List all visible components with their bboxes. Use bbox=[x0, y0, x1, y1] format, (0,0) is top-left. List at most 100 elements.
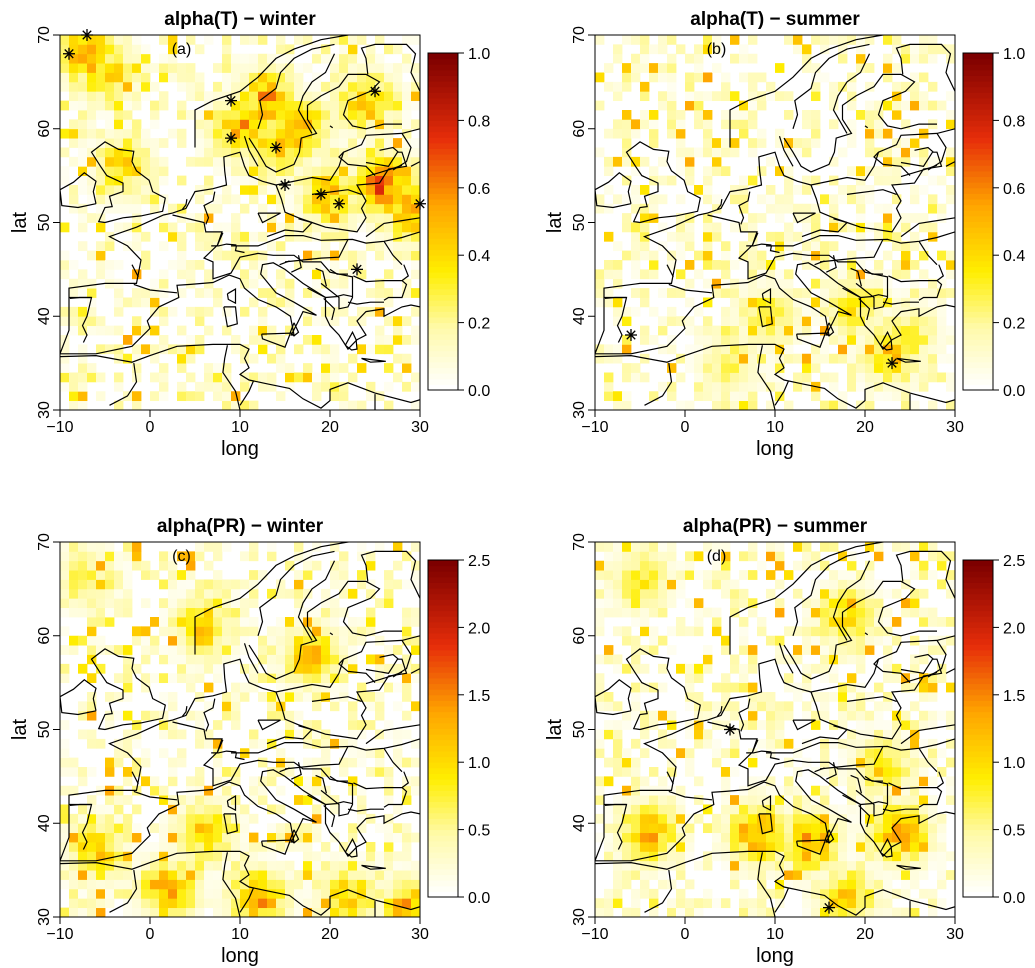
colorbar-step bbox=[963, 204, 993, 211]
heatmap-cell bbox=[357, 748, 367, 759]
heatmap-cell bbox=[595, 832, 605, 843]
heatmap-cell bbox=[123, 842, 133, 852]
heatmap-cell bbox=[159, 729, 169, 740]
heatmap-cell bbox=[901, 400, 911, 410]
heatmap-cell bbox=[240, 278, 250, 289]
heatmap-cell bbox=[892, 663, 902, 674]
heatmap-cell bbox=[285, 166, 295, 177]
heatmap-cell bbox=[946, 682, 955, 693]
heatmap-cell bbox=[721, 898, 731, 909]
heatmap-cell bbox=[348, 44, 358, 55]
heatmap-cell bbox=[384, 72, 394, 83]
heatmap-cell bbox=[937, 710, 947, 721]
coastline bbox=[60, 262, 420, 355]
heatmap-cell bbox=[105, 851, 115, 862]
heatmap-cell bbox=[631, 888, 641, 899]
heatmap-cell bbox=[739, 870, 749, 880]
map-lines bbox=[60, 35, 420, 410]
heatmap-cell bbox=[393, 851, 403, 862]
heatmap-cell bbox=[195, 588, 205, 599]
heatmap-cell bbox=[393, 203, 403, 214]
heatmap-cell bbox=[87, 645, 97, 655]
heatmap-cell bbox=[186, 607, 196, 618]
heatmap-cell bbox=[676, 353, 686, 364]
heatmap-cell bbox=[240, 692, 250, 702]
heatmap-cell bbox=[276, 100, 286, 111]
heatmap-cell bbox=[865, 222, 875, 233]
heatmap-cell bbox=[141, 185, 151, 195]
heatmap-cell bbox=[87, 44, 97, 55]
coastline bbox=[109, 363, 138, 406]
heatmap-cell bbox=[141, 635, 151, 646]
heatmap-cell bbox=[411, 269, 420, 280]
heatmap-cell bbox=[123, 767, 133, 777]
heatmap-cell bbox=[150, 635, 160, 646]
heatmap-cell bbox=[285, 588, 295, 599]
heatmap-cell bbox=[856, 35, 866, 45]
heatmap-cell bbox=[402, 63, 412, 73]
heatmap-cell bbox=[105, 542, 115, 552]
heatmap-cell bbox=[150, 673, 160, 684]
heatmap-cell bbox=[312, 729, 322, 740]
heatmap-cell bbox=[901, 879, 911, 890]
heatmap-cell bbox=[213, 542, 223, 552]
heatmap-cell bbox=[847, 617, 857, 627]
heatmap-cell bbox=[937, 44, 947, 55]
heatmap-cell bbox=[613, 842, 623, 852]
heatmap-cell bbox=[829, 645, 839, 655]
heatmap-cell bbox=[748, 654, 758, 665]
heatmap-cell bbox=[186, 710, 196, 721]
heatmap-cell bbox=[838, 598, 848, 609]
heatmap-cell bbox=[213, 91, 223, 102]
heatmap-cell bbox=[168, 222, 178, 233]
heatmap-cell bbox=[303, 663, 313, 674]
heatmap-cell bbox=[685, 278, 695, 289]
heatmap-cell bbox=[249, 579, 259, 590]
heatmap-cell bbox=[177, 138, 187, 148]
heatmap-cell bbox=[393, 288, 403, 298]
heatmap-cell bbox=[838, 635, 848, 646]
heatmap-cell bbox=[631, 156, 641, 167]
heatmap-cell bbox=[114, 203, 124, 214]
heatmap-cell bbox=[348, 626, 358, 637]
heatmap-cell bbox=[96, 898, 106, 909]
heatmap-cell bbox=[622, 81, 632, 92]
heatmap-cell bbox=[114, 748, 124, 759]
heatmap-cell bbox=[613, 551, 623, 562]
coastline bbox=[644, 363, 673, 406]
heatmap-cell bbox=[901, 598, 911, 609]
heatmap-cell bbox=[739, 570, 749, 580]
heatmap-cell bbox=[357, 363, 367, 373]
colorbar-step bbox=[428, 277, 458, 284]
heatmap-cell bbox=[177, 673, 187, 684]
heatmap-cell bbox=[658, 607, 668, 618]
heatmap-cell bbox=[114, 710, 124, 721]
heatmap-cell bbox=[267, 353, 277, 364]
heatmap-cell bbox=[177, 100, 187, 111]
heatmap-cell bbox=[87, 907, 97, 917]
heatmap-cell bbox=[865, 560, 875, 571]
heatmap-cell bbox=[402, 316, 412, 327]
heatmap-cell bbox=[694, 795, 704, 805]
heatmap-cell bbox=[177, 729, 187, 740]
heatmap-cell bbox=[330, 269, 340, 280]
heatmap-cell bbox=[69, 879, 79, 890]
heatmap-cell bbox=[96, 63, 106, 73]
heatmap-cell bbox=[703, 898, 713, 909]
heatmap-cell bbox=[87, 110, 97, 120]
heatmap-cell bbox=[213, 767, 223, 777]
heatmap-cell bbox=[78, 278, 88, 289]
heatmap-cell bbox=[204, 701, 214, 712]
heatmap-cell bbox=[132, 907, 142, 917]
heatmap-cell bbox=[402, 175, 412, 186]
heatmap-cell bbox=[114, 35, 124, 45]
coastline bbox=[595, 128, 955, 355]
heatmap-cell bbox=[919, 738, 929, 749]
heatmap-cell bbox=[123, 72, 133, 83]
heatmap-cell bbox=[613, 297, 623, 308]
coastline bbox=[239, 380, 255, 406]
heatmap-cell bbox=[141, 344, 151, 355]
heatmap-cell bbox=[195, 147, 205, 158]
heatmap-cell bbox=[865, 63, 875, 73]
heatmap-cell bbox=[330, 100, 340, 111]
